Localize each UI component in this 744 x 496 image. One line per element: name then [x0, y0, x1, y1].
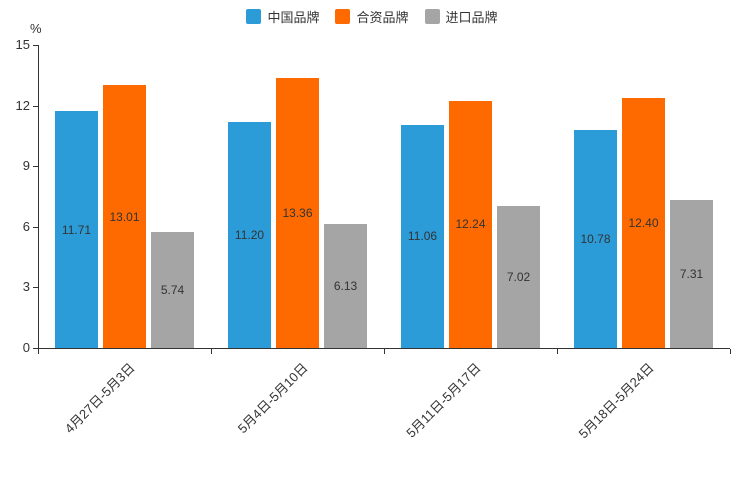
y-tick-label: 0 [22, 340, 30, 355]
legend-swatch-icon [335, 9, 351, 24]
legend-item-0[interactable]: 中国品牌 [246, 7, 319, 26]
legend: 中国品牌 合资品牌 进口品牌 [0, 7, 744, 26]
bar-series2-group1: 6.13 [324, 224, 367, 348]
bar-series1-group0: 13.01 [103, 85, 146, 348]
bar-value-label: 5.74 [160, 283, 185, 298]
bar-series0-group3: 10.78 [574, 130, 617, 348]
y-tick-label: 9 [22, 158, 30, 174]
y-tick-mark [33, 45, 38, 46]
y-axis-unit-label: % [30, 21, 42, 36]
bar-value-label: 7.02 [506, 270, 531, 285]
bar-value-label: 13.01 [109, 209, 140, 224]
legend-item-2[interactable]: 进口品牌 [424, 7, 498, 26]
x-tick-mark [384, 349, 385, 354]
bar-value-label: 12.40 [628, 215, 659, 230]
x-tick-mark [211, 349, 212, 354]
y-tick-mark [33, 226, 38, 228]
y-tick-mark [33, 105, 38, 107]
bar-value-label: 12.24 [455, 217, 486, 232]
y-tick-label: 6 [22, 218, 30, 234]
bar-value-label: 11.06 [407, 229, 438, 244]
bar-series0-group1: 11.20 [228, 121, 271, 348]
y-tick-mark [33, 287, 38, 289]
bar-series2-group2: 7.02 [497, 206, 540, 348]
legend-swatch-icon [424, 9, 440, 24]
bar-series1-group2: 12.24 [449, 100, 492, 348]
y-tick-mark [33, 348, 38, 349]
bar-value-label: 6.13 [333, 279, 358, 294]
bar-series2-group0: 5.74 [151, 232, 194, 348]
y-tick-label: 15 [15, 37, 30, 52]
y-tick-mark [33, 166, 38, 168]
x-axis-label: 5月11日-5月17日 [402, 360, 484, 441]
legend-item-1[interactable]: 合资品牌 [335, 7, 409, 26]
y-tick-label: 3 [22, 279, 30, 295]
bar-series0-group0: 11.71 [55, 111, 98, 348]
legend-label: 中国品牌 [267, 10, 320, 25]
x-axis-label: 5月18日-5月24日 [575, 360, 657, 442]
bar-value-label: 11.20 [234, 227, 265, 242]
y-axis-line [38, 45, 39, 349]
bar-series1-group3: 12.40 [622, 97, 665, 348]
bar-value-label: 11.71 [61, 222, 92, 237]
x-tick-mark [38, 349, 39, 354]
x-axis-label: 5月4日-5月10日 [234, 360, 311, 437]
x-tick-mark [557, 349, 558, 354]
x-tick-mark [730, 349, 731, 354]
x-axis-label: 4月27日-5月3日 [61, 360, 138, 437]
bar-series1-group1: 13.36 [276, 78, 319, 348]
legend-label: 合资品牌 [356, 10, 409, 25]
legend-label: 进口品牌 [445, 10, 498, 25]
bar-value-label: 7.31 [679, 267, 704, 282]
bar-value-label: 13.36 [282, 206, 313, 221]
bar-series0-group2: 11.06 [401, 124, 444, 348]
x-axis-line [38, 348, 730, 349]
bar-value-label: 10.78 [580, 232, 611, 247]
legend-swatch-icon [246, 9, 262, 24]
bar-series2-group3: 7.31 [670, 200, 713, 348]
y-tick-label: 12 [15, 97, 30, 113]
